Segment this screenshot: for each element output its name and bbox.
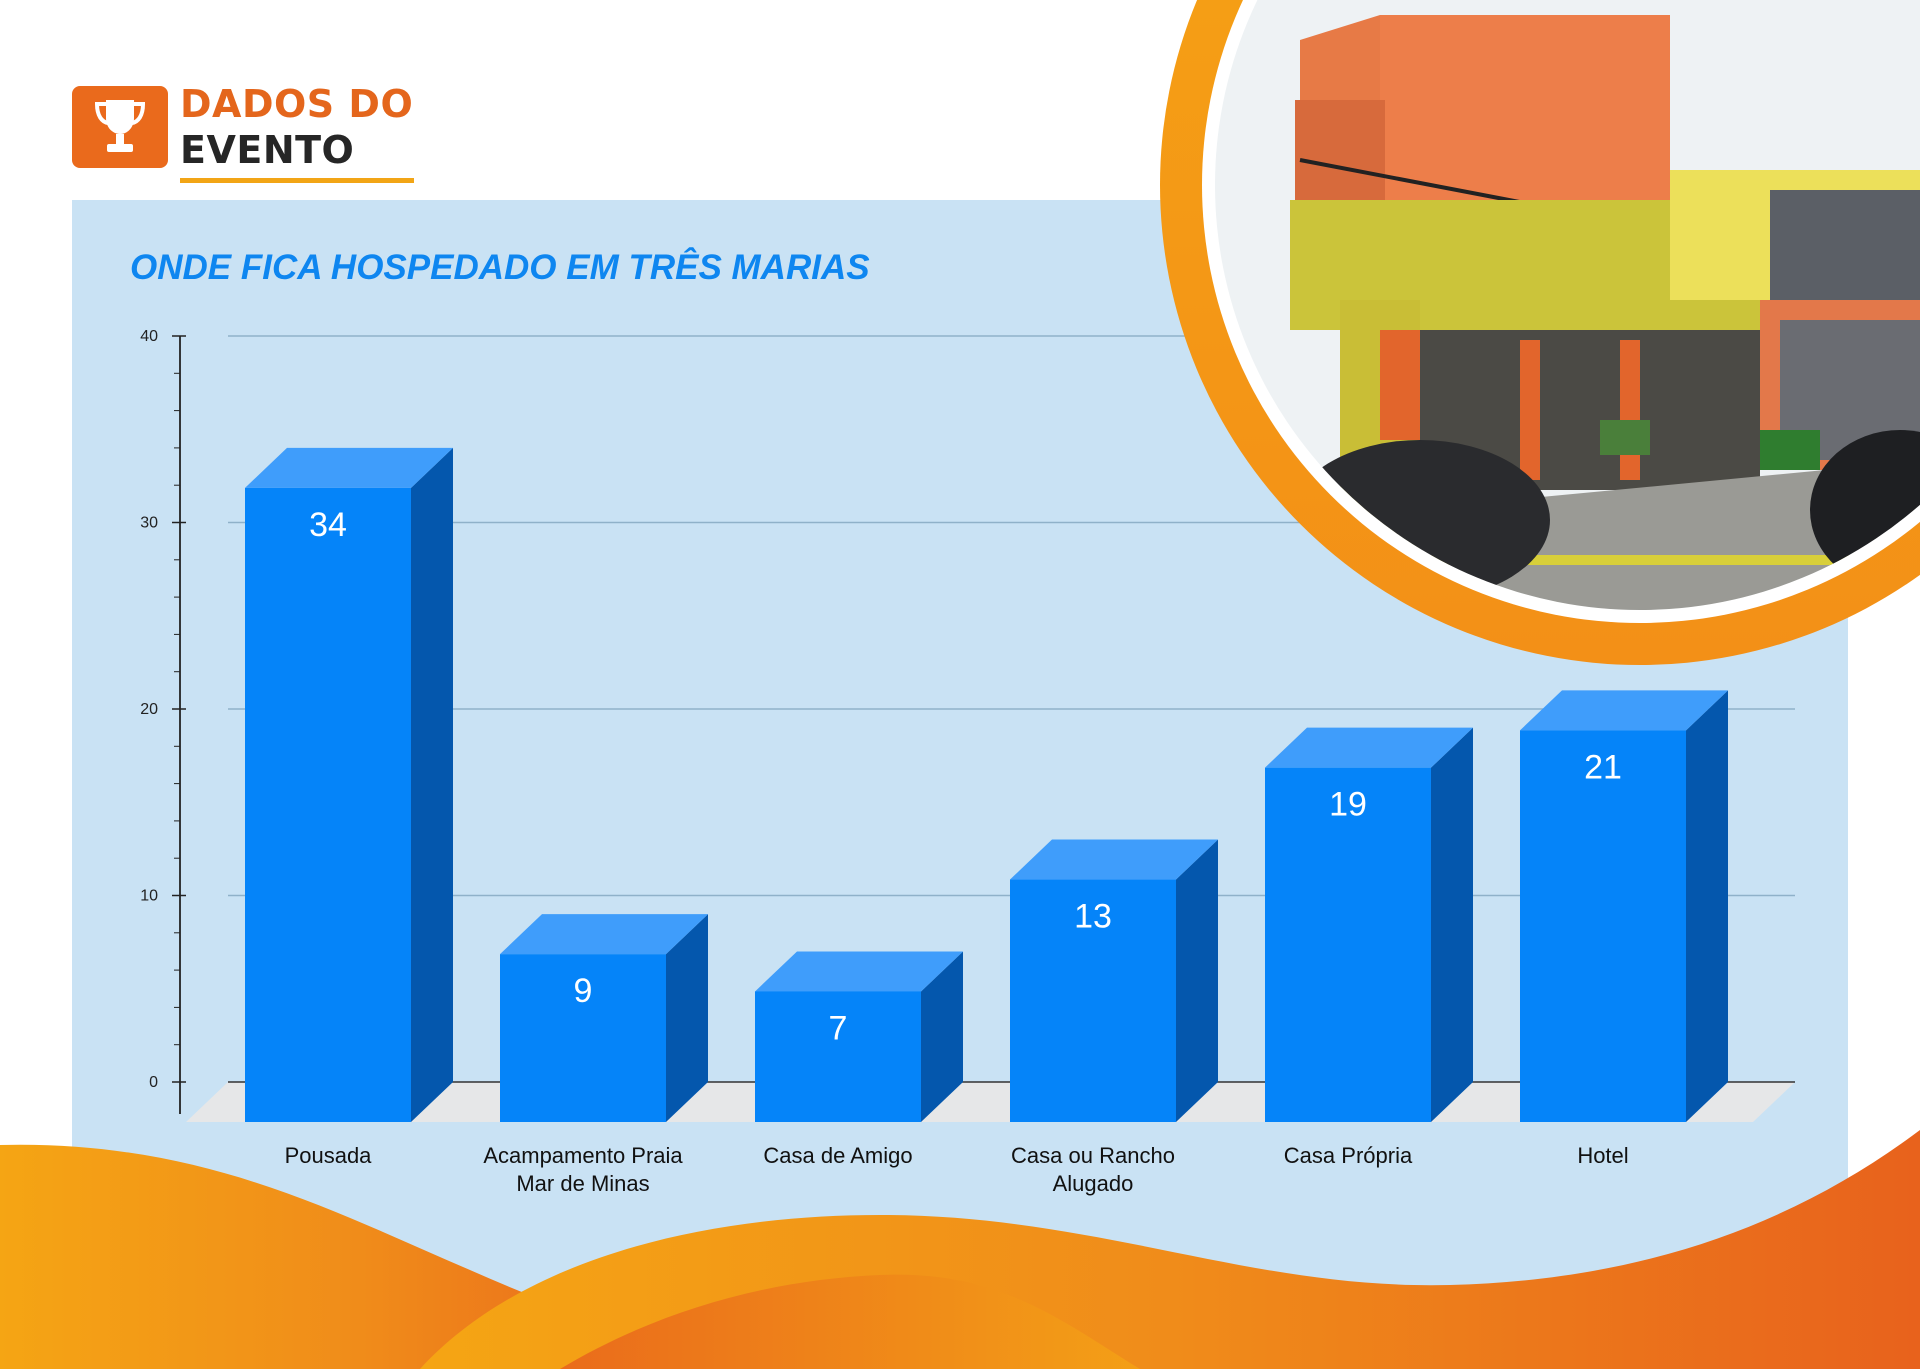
bar: 34 [245,447,453,1122]
x-tick-label: Casa de Amigo [763,1143,912,1168]
bar: 7 [755,951,963,1122]
x-tick-label: Pousada [285,1143,373,1168]
trophy-logo [72,86,168,168]
page-header: DADOS DO EVENTO [72,82,432,192]
bar-front [755,991,921,1122]
bar-top [500,914,708,955]
bar-front [1265,767,1431,1122]
data-label: 19 [1329,786,1367,824]
x-tick-label: Acampamento Praia Mar de Minas [483,1143,683,1196]
bars: 34 9 7 13 19 21 [245,447,1728,1122]
bar-side [921,951,963,1122]
data-label: 9 [574,972,593,1010]
y-tick-label: 20 [140,701,158,718]
bar-top [1010,839,1218,880]
bar-top [1520,690,1728,731]
bar: 19 [1265,727,1473,1122]
y-tick-label: 10 [140,888,158,905]
bar-side [1431,727,1473,1122]
bar: 9 [500,914,708,1122]
header-title-line2: EVENTO [180,128,355,172]
bar: 13 [1010,839,1218,1122]
data-label: 7 [829,1009,848,1047]
bar-side [1176,839,1218,1122]
bar-top [1265,727,1473,768]
bar-side [1686,690,1728,1122]
y-axis: 0 10 20 30 40 [140,328,186,1114]
x-tick-label: Casa ou Rancho Alugado [1011,1143,1175,1196]
y-tick-label: 40 [140,328,158,345]
header-underline [180,178,414,183]
header-title-line1: DADOS DO [180,82,414,126]
data-label: 21 [1584,748,1622,786]
bar-top [755,951,963,992]
trophy-icon [94,100,146,152]
bar-front [500,954,666,1122]
chart-title: ONDE FICA HOSPEDADO EM TRÊS MARIAS [130,248,870,287]
bar-top [245,447,453,488]
bar-front [1520,730,1686,1122]
y-tick-label: 0 [149,1074,158,1091]
bar-front [245,487,411,1122]
data-label: 13 [1074,898,1112,936]
decorative-waves [0,1130,1920,1369]
y-tick-label: 30 [140,515,158,532]
bar-front [1010,879,1176,1122]
x-tick-label: Hotel [1577,1143,1628,1168]
bar-side [411,447,453,1122]
data-label: 34 [309,506,347,544]
x-tick-label: Casa Própria [1284,1143,1413,1168]
bar: 21 [1520,690,1728,1122]
category-labels: Pousada Acampamento Praia Mar de Minas Casa… [285,1143,1629,1196]
bar-side [666,914,708,1122]
